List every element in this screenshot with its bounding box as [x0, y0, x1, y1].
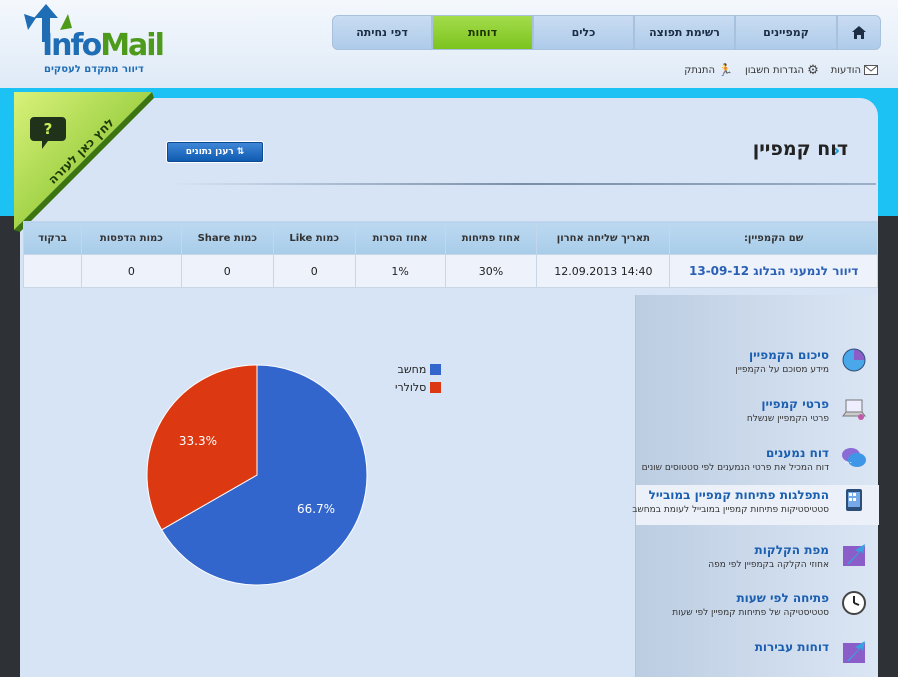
infomail-logo[interactable]: InfoMail דיוור מתקדם לעסקים [22, 4, 165, 82]
menu-item-recipients-report[interactable]: ... דוח נמענים דוח המכיל את פרטי הנמענים… [636, 443, 879, 485]
pie-slice-label-1: 33.3% [179, 434, 217, 448]
arrow-icon [843, 641, 865, 663]
pie-slice-1[interactable] [146, 364, 258, 531]
gear-icon: ⚙ [807, 62, 819, 78]
menu-item-campaign-details[interactable]: פרטי קמפיין פרטי הקמפיין שנשלח [636, 394, 879, 436]
utility-links: הודעות ⚙ הגדרות חשבון 🏃 התנתק [684, 62, 878, 78]
col-header-unsub-rate: אחוז הסרות [354, 221, 446, 255]
svg-text:?: ? [44, 120, 53, 138]
top-nav: דפי נחיתה דוחות כלים רשימת תפוצה קמפייני… [332, 15, 881, 50]
page-title: דוח קמפיין [752, 138, 848, 160]
col-header-shares: כמות Share [180, 221, 274, 255]
pie-slice-label-0: 66.7% [297, 502, 335, 516]
title-divider [170, 183, 876, 185]
legend-item-mobile: סלולרי [395, 381, 442, 394]
open-rate-cell: 30% [444, 254, 538, 288]
refresh-arrows-icon: ⇅ [236, 147, 245, 157]
legend-swatch [430, 382, 442, 393]
help-bubble-icon [30, 117, 66, 149]
tab-mailing-list[interactable]: רשימת תפוצה [634, 15, 735, 50]
menu-item-mobile-opens[interactable]: התפלגות פתיחות קמפיין במובייל סטטיסטיקות… [632, 485, 879, 525]
report-side-menu: סיכום הקמפיין מידע מסוכם על הקמפיין פרטי… [632, 295, 879, 677]
legend-item-desktop: מחשב [395, 363, 442, 376]
menu-item-opens-by-hour[interactable]: פתיחה לפי שעות סטטיסטיקה של פתיחות קמפיי… [636, 588, 879, 630]
menu-item-campaign-summary[interactable]: סיכום הקמפיין מידע מסוכם על הקמפיין [636, 345, 879, 387]
campaign-name-cell[interactable]: דיוור לנמעני הבלוג 13-09-12 [669, 254, 878, 288]
table-row: דיוור לנמעני הבלוג 13-09-12 12.09.2013 1… [23, 254, 878, 288]
logo-tagline: דיוור מתקדם לעסקים [44, 64, 144, 75]
pie-svg: 66.7% 33.3% [146, 364, 368, 586]
chevron-right-icon: › [832, 138, 841, 162]
help-ribbon[interactable]: ? לחץ כאן לעזרה [14, 92, 154, 232]
logo-text: InfoMail [42, 28, 165, 63]
col-header-likes: כמות Like [272, 221, 356, 255]
shares-cell: 0 [180, 254, 274, 288]
col-header-last-sent: תאריך שליחה אחרון [536, 221, 671, 255]
logo-arrows-icon [24, 4, 72, 42]
unsub-rate-cell: 1% [354, 254, 446, 288]
refresh-data-button[interactable]: רענן נתונים ⇅ [167, 142, 263, 162]
home-icon [852, 26, 866, 39]
legend-swatch [430, 364, 442, 375]
campaign-stats-table: שם הקמפיין: תאריך שליחה אחרון אחוז פתיחו… [23, 221, 878, 288]
col-header-prints: כמות הדפסות [80, 221, 182, 255]
pie-slice-0[interactable] [160, 364, 368, 586]
mobile-vs-desktop-pie-chart: 66.7% 33.3% מחשב סלולרי [140, 355, 470, 595]
account-settings-link[interactable]: ⚙ הגדרות חשבון [744, 62, 819, 78]
barcode-cell [23, 254, 82, 288]
tab-landing-pages[interactable]: דפי נחיתה [332, 15, 432, 50]
chat-bubbles-icon: ... [842, 448, 866, 467]
arrow-icon [843, 544, 865, 566]
table-header-row: שם הקמפיין: תאריך שליחה אחרון אחוז פתיחו… [23, 221, 878, 255]
svg-text:...: ... [844, 456, 852, 465]
envelope-icon [864, 65, 878, 75]
pie-chart-icon [842, 348, 866, 372]
col-header-barcode: ברקוד [23, 221, 82, 255]
last-sent-cell: 12.09.2013 14:40 [536, 254, 671, 288]
menu-item-forward-reports[interactable]: דוחות עבירות [636, 637, 879, 677]
col-header-open-rate: אחוז פתיחות [444, 221, 538, 255]
tab-reports[interactable]: דוחות [432, 15, 533, 50]
prints-cell: 0 [80, 254, 182, 288]
clock-icon [842, 591, 866, 615]
tab-campaigns[interactable]: קמפיינים [735, 15, 837, 50]
menu-item-click-map[interactable]: מפת הקלקות אחוזי הקלקה בקמפיין לפי מפה [636, 540, 879, 582]
running-man-icon: 🏃 [718, 63, 733, 77]
col-header-campaign-name: שם הקמפיין: [669, 221, 878, 255]
logout-link[interactable]: 🏃 התנתק [684, 63, 733, 77]
laptop-icon [842, 399, 866, 420]
chart-legend: מחשב סלולרי [395, 363, 442, 394]
tab-home[interactable] [837, 15, 881, 50]
messages-link[interactable]: הודעות [831, 65, 878, 76]
mobile-icon [846, 489, 862, 511]
likes-cell: 0 [272, 254, 356, 288]
tab-tools[interactable]: כלים [533, 15, 634, 50]
